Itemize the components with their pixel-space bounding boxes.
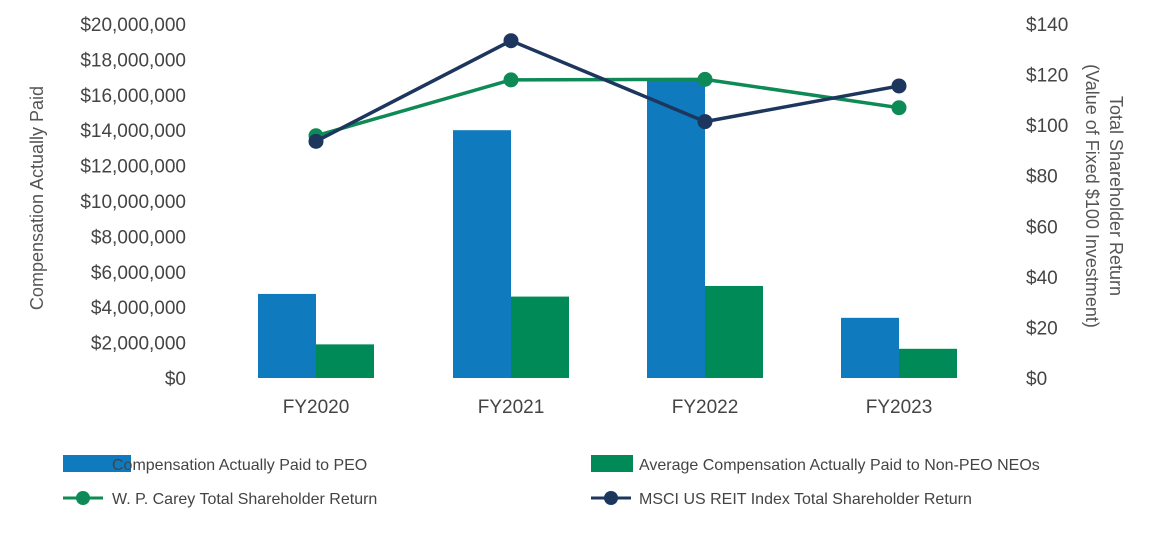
right-tick-label: $0	[1026, 369, 1047, 390]
marker-msci-tsr	[697, 114, 713, 130]
right-tick-label: $40	[1026, 268, 1058, 289]
marker-wpc-tsr	[891, 100, 907, 116]
x-tick-label: FY2022	[672, 397, 739, 418]
marker-msci-tsr	[308, 133, 324, 149]
legend-swatch-peo	[63, 455, 131, 472]
left-axis-ticks: $0 $2,000,000 $4,000,000 $6,000,000 $8,000,0…	[80, 15, 186, 390]
bar-peo	[647, 79, 705, 378]
right-tick-label: $140	[1026, 15, 1068, 36]
x-tick-label: FY2021	[478, 397, 545, 418]
bar-neo	[316, 344, 374, 378]
left-tick-label: $6,000,000	[91, 263, 186, 284]
marker-msci-tsr	[503, 33, 519, 49]
left-tick-label: $10,000,000	[80, 192, 186, 213]
right-axis-title-line2: (Value of Fixed $100 Investment)	[1082, 64, 1102, 328]
left-tick-label: $2,000,000	[91, 334, 186, 355]
marker-msci-tsr	[891, 78, 907, 94]
left-tick-label: $20,000,000	[80, 15, 186, 36]
x-axis-ticks: FY2020 FY2021 FY2022 FY2023	[283, 397, 933, 418]
left-tick-label: $0	[165, 369, 186, 390]
bar-neo	[899, 348, 957, 378]
right-tick-label: $80	[1026, 167, 1058, 188]
legend-label-msci: MSCI US REIT Index Total Shareholder Ret…	[639, 491, 972, 508]
line-wpc-tsr	[315, 77, 900, 138]
legend-swatch-neo	[591, 455, 633, 472]
marker-wpc-tsr	[503, 72, 519, 88]
left-tick-label: $16,000,000	[80, 86, 186, 107]
right-tick-label: $100	[1026, 116, 1068, 137]
bar-neo	[511, 296, 569, 378]
left-tick-label: $4,000,000	[91, 298, 186, 319]
left-axis-title: Compensation Actually Paid	[27, 86, 47, 310]
x-tick-label: FY2023	[866, 397, 933, 418]
lines	[308, 33, 907, 149]
left-tick-label: $18,000,000	[80, 50, 186, 71]
right-tick-label: $60	[1026, 217, 1058, 238]
bars	[258, 79, 957, 378]
x-tick-label: FY2020	[283, 397, 350, 418]
legend-label-wpc: W. P. Carey Total Shareholder Return	[112, 491, 377, 508]
bar-peo	[453, 130, 511, 378]
right-tick-label: $120	[1026, 66, 1068, 87]
right-tick-label: $20	[1026, 318, 1058, 339]
legend: Compensation Actually Paid to PEO Averag…	[63, 455, 1040, 508]
legend-label-peo: Compensation Actually Paid to PEO	[112, 457, 367, 474]
right-axis-title-line1: Total Shareholder Return	[1106, 96, 1126, 296]
right-axis-ticks: $0 $20 $40 $60 $80 $100 $120 $140	[1026, 15, 1068, 390]
line-msci-tsr	[315, 38, 900, 143]
legend-marker-wpc	[76, 491, 90, 505]
left-tick-label: $8,000,000	[91, 227, 186, 248]
marker-wpc-tsr	[697, 71, 713, 87]
legend-marker-msci	[604, 491, 618, 505]
bar-peo	[258, 293, 316, 378]
bar-neo	[705, 285, 763, 378]
bar-peo	[841, 317, 899, 378]
legend-label-neo: Average Compensation Actually Paid to No…	[639, 457, 1040, 474]
left-tick-label: $12,000,000	[80, 157, 186, 178]
left-tick-label: $14,000,000	[80, 121, 186, 142]
